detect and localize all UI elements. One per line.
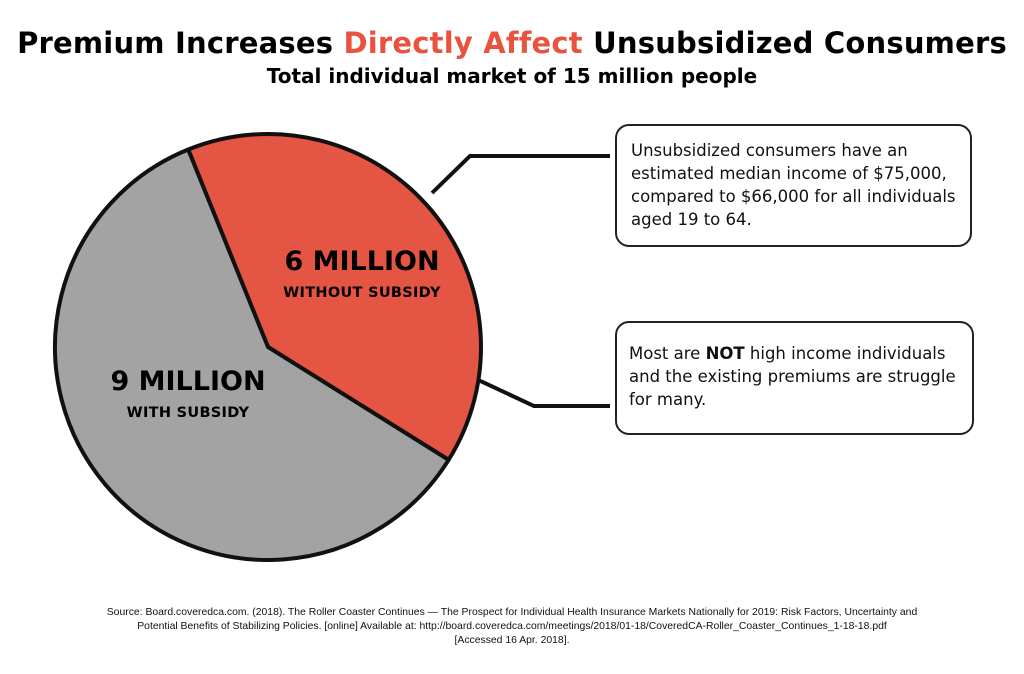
callout-median-income: Unsubsidized consumers have an estimated… <box>615 124 972 247</box>
source-line-2: Potential Benefits of Stabilizing Polici… <box>137 621 887 632</box>
pie-slice-without-subsidy <box>186 132 483 462</box>
source-citation: Source: Board.coveredca.com. (2018). The… <box>30 606 994 648</box>
chart-title: Premium Increases Directly Affect Unsubs… <box>0 26 1024 60</box>
callout-not-high-income: Most are NOT high income individuals and… <box>615 321 974 435</box>
title-part-1: Premium Increases <box>17 26 344 60</box>
slice-category-without-subsidy: WITHOUT SUBSIDY <box>283 285 441 301</box>
title-part-2: Unsubsidized Consumers <box>582 26 1007 60</box>
slice-value-with-subsidy: 9 MILLION <box>110 366 266 397</box>
slice-value-without-subsidy: 6 MILLION <box>284 246 440 277</box>
callout-bottom-text-1: Most are <box>629 344 706 363</box>
slice-label-with-subsidy: 9 MILLION WITH SUBSIDY <box>98 366 278 421</box>
callout-connectors <box>430 154 610 408</box>
pie-slice-with-subsidy <box>53 147 451 562</box>
slice-label-without-subsidy: 6 MILLION WITHOUT SUBSIDY <box>272 246 452 301</box>
chart-subtitle: Total individual market of 15 million pe… <box>266 64 758 88</box>
connector-bottom <box>473 376 610 408</box>
slice-category-with-subsidy: WITH SUBSIDY <box>126 405 250 421</box>
title-accent: Directly Affect <box>343 26 583 60</box>
source-line-3: [Accessed 16 Apr. 2018]. <box>454 635 570 646</box>
callout-bottom-emphasis: NOT <box>705 344 745 363</box>
source-line-1: Source: Board.coveredca.com. (2018). The… <box>106 607 918 618</box>
connector-top <box>430 154 610 195</box>
callout-bottom-text-2: high income individuals and the existing… <box>629 344 956 409</box>
